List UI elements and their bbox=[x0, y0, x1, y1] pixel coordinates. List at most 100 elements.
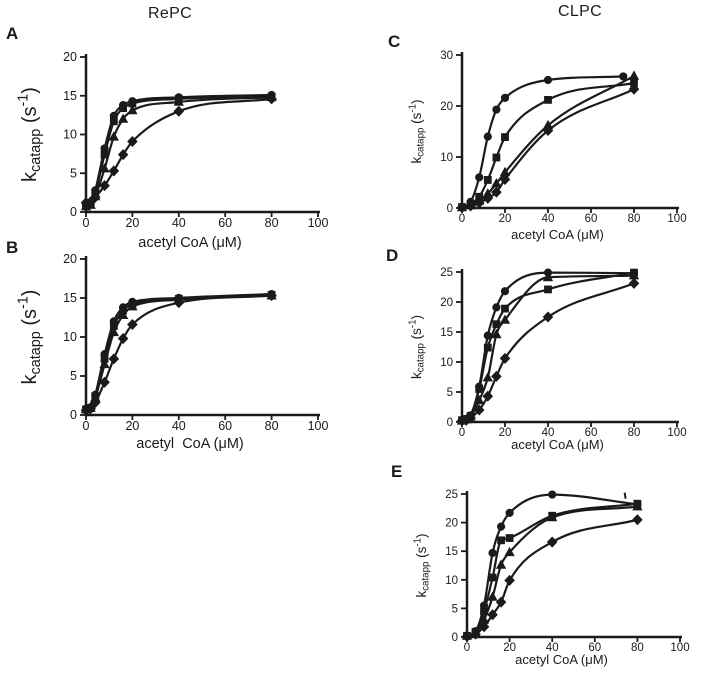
diamond-marker bbox=[473, 404, 485, 416]
panel-label-b: B bbox=[6, 238, 19, 257]
x-tick-label: 60 bbox=[585, 427, 598, 439]
x-tick-label: 100 bbox=[308, 419, 329, 433]
x-axis-label: acetyl CoA (μM) bbox=[515, 652, 608, 667]
square-marker bbox=[483, 343, 492, 352]
diamond-marker bbox=[127, 135, 138, 147]
diamond-marker bbox=[482, 192, 494, 204]
square-marker bbox=[497, 536, 505, 545]
circle-marker bbox=[492, 105, 501, 114]
panel-label-a: A bbox=[6, 24, 19, 43]
y-tick-label: 20 bbox=[63, 50, 77, 64]
y-tick-label: 15 bbox=[445, 546, 458, 558]
panel-label-c: C bbox=[388, 32, 401, 51]
panel-label-d: D bbox=[386, 246, 399, 265]
diamond-marker bbox=[461, 630, 473, 642]
x-tick-label: 60 bbox=[588, 642, 601, 654]
x-tick-label: 80 bbox=[265, 419, 279, 433]
x-tick-label: 60 bbox=[218, 216, 232, 230]
x-axis-label: acetyl CoA (μM) bbox=[138, 235, 241, 251]
x-axis-label: acetyl CoA (μM) bbox=[511, 227, 604, 242]
diamond-marker bbox=[628, 83, 640, 95]
triangle-marker bbox=[632, 501, 643, 511]
triangle-marker bbox=[127, 301, 138, 311]
y-tick-label: 10 bbox=[440, 152, 453, 164]
y-axis-label: kcatapp (s-1) bbox=[407, 99, 426, 163]
stray-mark bbox=[623, 492, 627, 499]
square-marker bbox=[109, 117, 118, 126]
square-marker bbox=[544, 95, 552, 104]
triangle-marker bbox=[628, 70, 640, 80]
y-tick-label: 25 bbox=[445, 489, 458, 501]
x-tick-label: 40 bbox=[172, 216, 186, 230]
y-tick-label: 10 bbox=[63, 128, 77, 142]
diamond-marker bbox=[499, 173, 511, 185]
circle-marker bbox=[492, 303, 501, 312]
square-marker bbox=[501, 133, 509, 142]
diamond-marker bbox=[108, 165, 120, 177]
diamond-marker bbox=[89, 396, 101, 409]
diamond-marker bbox=[117, 149, 129, 161]
diamond-marker bbox=[465, 200, 476, 212]
triangle-marker bbox=[99, 358, 110, 369]
x-tick-label: 80 bbox=[265, 216, 279, 230]
y-tick-label: 15 bbox=[63, 89, 77, 103]
x-tick-label: 40 bbox=[172, 419, 186, 433]
triangle-marker bbox=[474, 394, 485, 405]
y-tick-label: 0 bbox=[70, 205, 77, 219]
square-marker bbox=[483, 176, 492, 184]
x-tick-label: 20 bbox=[499, 427, 512, 439]
diamond-marker bbox=[628, 277, 640, 289]
diamond-marker bbox=[546, 536, 558, 548]
y-tick-label: 5 bbox=[70, 166, 77, 180]
diamond-marker bbox=[99, 180, 110, 192]
y-tick-label: 10 bbox=[63, 330, 77, 344]
y-tick-label: 20 bbox=[440, 297, 453, 309]
triangle-marker bbox=[487, 591, 498, 601]
triangle-marker bbox=[99, 163, 110, 173]
x-tick-label: 80 bbox=[628, 427, 641, 439]
x-tick-label: 20 bbox=[125, 419, 139, 433]
y-tick-label: 20 bbox=[445, 518, 458, 530]
square-marker bbox=[544, 285, 552, 294]
x-axis-label: acetyl CoA (μM) bbox=[511, 437, 604, 452]
triangle-marker bbox=[173, 96, 184, 106]
triangle-marker bbox=[108, 326, 119, 337]
y-tick-label: 0 bbox=[70, 408, 77, 422]
triangle-marker bbox=[482, 372, 493, 382]
triangle-marker bbox=[127, 104, 138, 115]
x-tick-label: 80 bbox=[628, 213, 641, 225]
diamond-marker bbox=[89, 191, 101, 203]
triangle-marker bbox=[547, 511, 558, 522]
square-marker bbox=[492, 153, 501, 162]
column-header-repc: RePC bbox=[148, 5, 192, 22]
square-marker bbox=[501, 304, 509, 313]
y-axis-label: kcatapp (s-1) bbox=[16, 290, 44, 385]
diamond-marker bbox=[542, 124, 554, 137]
diamond-marker bbox=[478, 621, 490, 633]
triangle-marker bbox=[499, 314, 511, 324]
x-tick-label: 0 bbox=[459, 213, 465, 225]
circle-marker bbox=[475, 173, 484, 182]
x-tick-label: 100 bbox=[308, 216, 329, 230]
triangle-marker bbox=[542, 271, 554, 282]
x-axis-label: acetyl CoA (μM) bbox=[136, 436, 243, 452]
x-tick-label: 0 bbox=[83, 216, 90, 230]
x-tick-label: 40 bbox=[546, 642, 559, 654]
diamond-marker bbox=[266, 93, 277, 105]
diamond-marker bbox=[495, 596, 507, 608]
circle-marker bbox=[488, 548, 497, 558]
x-tick-label: 20 bbox=[503, 642, 516, 654]
diamond-marker bbox=[465, 412, 476, 424]
circle-marker bbox=[483, 132, 492, 141]
diamond-marker bbox=[470, 628, 481, 640]
x-tick-label: 0 bbox=[459, 427, 465, 439]
panel-label-e: E bbox=[391, 462, 403, 481]
square-marker bbox=[488, 573, 497, 582]
x-tick-label: 20 bbox=[499, 213, 512, 225]
diamond-marker bbox=[108, 353, 120, 365]
diamond-marker bbox=[487, 609, 498, 621]
diamond-marker bbox=[504, 574, 515, 586]
